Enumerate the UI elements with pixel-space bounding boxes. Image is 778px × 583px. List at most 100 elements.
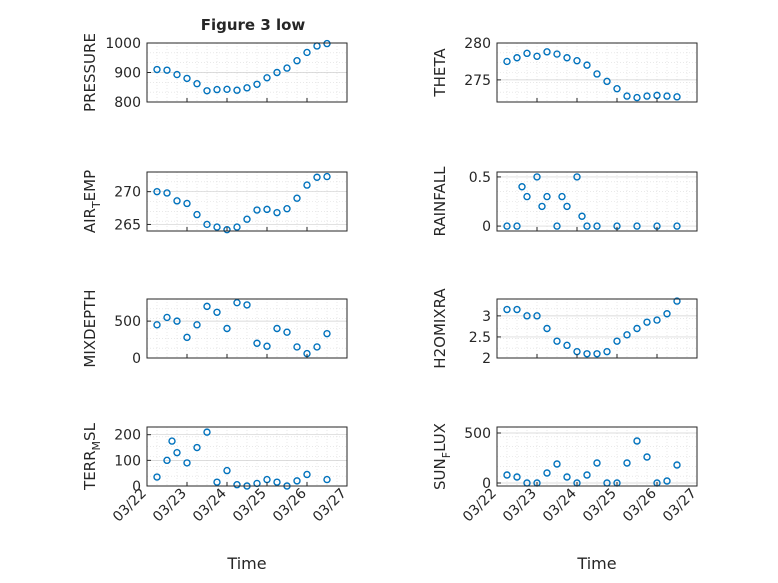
data-point bbox=[633, 324, 641, 333]
data-point bbox=[538, 202, 546, 211]
data-point bbox=[673, 297, 681, 305]
data-point bbox=[263, 74, 271, 82]
data-point bbox=[518, 183, 526, 191]
data-point bbox=[183, 459, 191, 467]
data-point bbox=[603, 77, 611, 86]
data-point bbox=[253, 80, 261, 89]
data-point bbox=[223, 324, 231, 333]
data-point bbox=[203, 220, 211, 229]
data-point bbox=[253, 339, 261, 347]
data-point bbox=[573, 173, 581, 181]
data-point bbox=[303, 470, 311, 479]
data-point bbox=[553, 337, 561, 345]
y-axis-label: TERRMSL bbox=[81, 422, 103, 491]
data-point bbox=[583, 61, 591, 69]
axes-box bbox=[496, 42, 698, 103]
y-tick-label: 0.5 bbox=[469, 170, 491, 186]
y-axis-label: THETA bbox=[431, 48, 449, 98]
data-point bbox=[563, 341, 571, 350]
data-point bbox=[633, 222, 641, 230]
data-point bbox=[223, 85, 231, 94]
y-tick-label: 100 bbox=[114, 453, 141, 469]
data-point bbox=[213, 308, 221, 316]
data-point bbox=[673, 93, 681, 101]
data-point bbox=[563, 473, 571, 481]
data-point bbox=[583, 471, 591, 479]
data-point bbox=[243, 215, 251, 223]
y-axis-label: H2OMIXRA bbox=[431, 288, 449, 369]
data-point bbox=[523, 312, 531, 320]
data-point bbox=[513, 305, 521, 314]
data-point bbox=[313, 343, 321, 351]
data-point bbox=[523, 192, 531, 201]
data-point bbox=[253, 206, 261, 214]
data-point bbox=[503, 305, 511, 314]
y-tick-label: 275 bbox=[464, 73, 491, 89]
data-point bbox=[593, 459, 601, 467]
data-point bbox=[173, 317, 181, 325]
data-point bbox=[163, 66, 171, 74]
y-tick-label: 270 bbox=[114, 185, 141, 201]
data-point bbox=[583, 350, 591, 358]
data-point bbox=[193, 210, 201, 219]
data-point bbox=[273, 478, 281, 486]
data-point bbox=[273, 208, 281, 217]
y-tick-label: 2 bbox=[482, 351, 491, 367]
data-point bbox=[553, 460, 561, 468]
data-point bbox=[183, 199, 191, 208]
subplot-h2omixra: 2 2.5 3 H2OMIXRA bbox=[431, 288, 698, 369]
data-point bbox=[593, 70, 601, 78]
data-point bbox=[153, 65, 161, 74]
data-point bbox=[243, 84, 251, 92]
data-point bbox=[293, 194, 301, 202]
x-axis-label: Time bbox=[576, 554, 616, 573]
data-point bbox=[653, 316, 661, 324]
data-point bbox=[578, 212, 586, 220]
y-tick-label: 0 bbox=[482, 219, 491, 235]
axes-box bbox=[496, 426, 698, 487]
data-point bbox=[523, 49, 531, 58]
data-point bbox=[303, 181, 311, 189]
data-point bbox=[168, 437, 176, 445]
data-point bbox=[553, 50, 561, 58]
y-tick-label: 800 bbox=[114, 95, 141, 111]
data-point bbox=[213, 223, 221, 231]
y-tick-label: 265 bbox=[114, 217, 141, 233]
data-point bbox=[613, 85, 621, 93]
y-tick-label: 0 bbox=[482, 476, 491, 492]
data-point bbox=[563, 54, 571, 62]
subplot-pressure: 800 900 1000 PRESSURE bbox=[81, 33, 348, 112]
y-tick-label: 0 bbox=[132, 479, 141, 495]
y-tick-label: 500 bbox=[464, 426, 491, 442]
data-point bbox=[543, 469, 551, 477]
data-point bbox=[543, 48, 551, 56]
data-point bbox=[173, 70, 181, 79]
y-axis-label: RAINFALL bbox=[431, 166, 449, 237]
data-point bbox=[283, 64, 291, 72]
subplot-theta: 275 280 THETA bbox=[431, 36, 698, 103]
data-point bbox=[633, 93, 641, 102]
data-point bbox=[303, 48, 311, 57]
data-point bbox=[193, 321, 201, 329]
data-point bbox=[283, 205, 291, 213]
data-point bbox=[273, 324, 281, 333]
data-point bbox=[293, 477, 301, 485]
subplot-mixdepth: 0 500 MIXDEPTH bbox=[81, 289, 348, 368]
y-tick-label: 280 bbox=[464, 36, 491, 52]
data-point bbox=[233, 298, 241, 307]
y-axis-label: AIRTEMP bbox=[81, 170, 103, 233]
data-point bbox=[173, 448, 181, 457]
data-point bbox=[323, 172, 331, 181]
data-point bbox=[263, 342, 271, 350]
data-point bbox=[593, 222, 601, 230]
y-tick-label: 500 bbox=[114, 314, 141, 330]
data-point bbox=[233, 86, 241, 94]
data-point bbox=[283, 328, 291, 336]
data-point bbox=[173, 197, 181, 205]
data-point bbox=[293, 343, 301, 351]
data-point bbox=[503, 57, 511, 66]
data-point bbox=[603, 347, 611, 356]
y-axis-label: MIXDEPTH bbox=[81, 289, 99, 367]
data-point bbox=[313, 173, 321, 181]
